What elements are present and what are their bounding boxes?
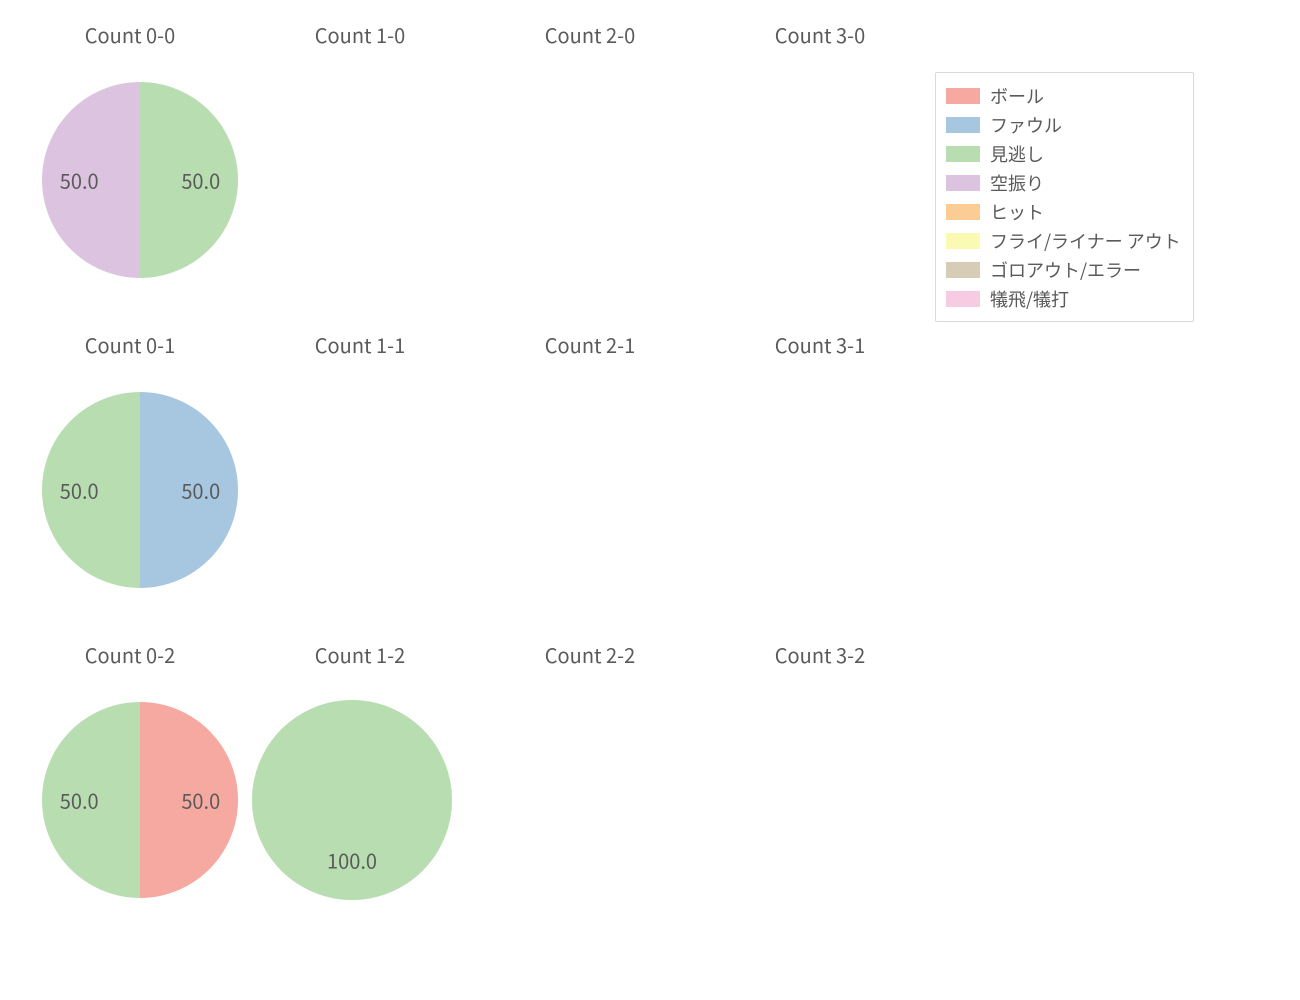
legend-item: ゴロアウト/エラー — [946, 255, 1181, 284]
chart-panel: Count 1-0 — [250, 20, 470, 300]
chart-panel: Count 3-2 — [710, 640, 930, 920]
chart-canvas: Count 0-0 50.0 50.0 Count 1-0 Count 2-0 Count… — [0, 0, 1300, 1000]
panel-title: Count 2-2 — [480, 640, 700, 669]
legend-swatch — [946, 88, 980, 104]
pie-slice-label: 50.0 — [181, 786, 220, 815]
legend-swatch — [946, 175, 980, 191]
pie-slice-label: 50.0 — [60, 786, 99, 815]
legend-label: 空振り — [990, 170, 1044, 196]
panel-title: Count 3-1 — [710, 330, 930, 359]
legend-swatch — [946, 204, 980, 220]
chart-panel: Count 3-1 — [710, 330, 930, 610]
legend-swatch — [946, 233, 980, 249]
chart-panel: Count 2-0 — [480, 20, 700, 300]
chart-panel: Count 1-1 — [250, 330, 470, 610]
legend-label: 見逃し — [990, 141, 1044, 167]
chart-panel: Count 0-0 50.0 50.0 — [20, 20, 240, 300]
legend-label: ファウル — [990, 112, 1062, 138]
legend-label: フライ/ライナー アウト — [990, 228, 1181, 254]
chart-panel: Count 2-2 — [480, 640, 700, 920]
panel-title: Count 1-0 — [250, 20, 470, 49]
legend-swatch — [946, 146, 980, 162]
chart-panel: Count 0-2 50.0 50.0 — [20, 640, 240, 920]
panel-title: Count 2-0 — [480, 20, 700, 49]
legend-item: ファウル — [946, 110, 1181, 139]
panel-title: Count 0-1 — [20, 330, 240, 359]
pie-slice-label: 50.0 — [181, 166, 220, 195]
panel-title: Count 1-1 — [250, 330, 470, 359]
pie-slice-label: 50.0 — [181, 476, 220, 505]
pie-slice-label: 50.0 — [60, 476, 99, 505]
chart-panel: Count 0-1 50.0 50.0 — [20, 330, 240, 610]
legend-label: ゴロアウト/エラー — [990, 257, 1141, 283]
chart-panel: Count 3-0 — [710, 20, 930, 300]
legend-label: ボール — [990, 83, 1044, 109]
legend-swatch — [946, 291, 980, 307]
panel-title: Count 3-0 — [710, 20, 930, 49]
legend-item: 犠飛/犠打 — [946, 284, 1181, 313]
legend: ボールファウル見逃し空振りヒットフライ/ライナー アウトゴロアウト/エラー犠飛/… — [935, 72, 1194, 322]
panel-title: Count 0-2 — [20, 640, 240, 669]
legend-swatch — [946, 262, 980, 278]
legend-label: 犠飛/犠打 — [990, 286, 1069, 312]
legend-label: ヒット — [990, 199, 1044, 225]
legend-item: 見逃し — [946, 139, 1181, 168]
pie-slice-label: 100.0 — [327, 846, 377, 875]
legend-swatch — [946, 117, 980, 133]
chart-panel: Count 1-2 100.0 — [250, 640, 470, 920]
legend-item: ヒット — [946, 197, 1181, 226]
legend-item: フライ/ライナー アウト — [946, 226, 1181, 255]
panel-title: Count 2-1 — [480, 330, 700, 359]
legend-item: 空振り — [946, 168, 1181, 197]
legend-item: ボール — [946, 81, 1181, 110]
panel-title: Count 0-0 — [20, 20, 240, 49]
panel-title: Count 1-2 — [250, 640, 470, 669]
chart-panel: Count 2-1 — [480, 330, 700, 610]
panel-title: Count 3-2 — [710, 640, 930, 669]
pie-slice-label: 50.0 — [60, 166, 99, 195]
